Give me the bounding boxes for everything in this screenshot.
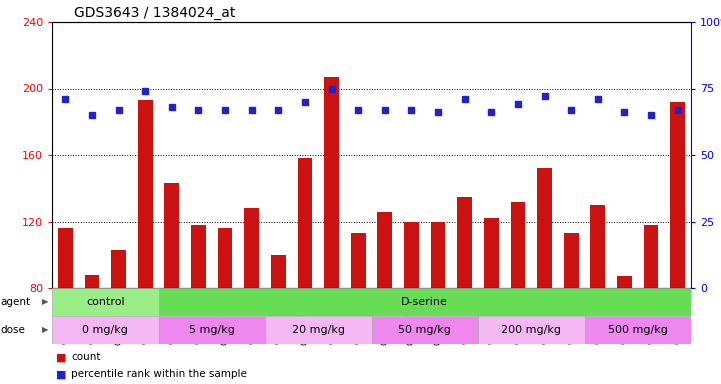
- Bar: [138, 100, 153, 384]
- Text: dose: dose: [1, 325, 26, 335]
- Text: 0 mg/kg: 0 mg/kg: [82, 325, 128, 335]
- Bar: [617, 276, 632, 384]
- Text: 50 mg/kg: 50 mg/kg: [398, 325, 451, 335]
- Bar: [404, 222, 419, 384]
- Bar: [244, 208, 259, 384]
- Bar: [159, 316, 265, 344]
- Bar: [164, 183, 179, 384]
- Bar: [564, 233, 578, 384]
- Bar: [430, 222, 446, 384]
- Bar: [58, 228, 73, 384]
- Text: ■: ■: [56, 369, 66, 379]
- Text: 5 mg/kg: 5 mg/kg: [189, 325, 235, 335]
- Bar: [52, 288, 159, 316]
- Bar: [324, 77, 339, 384]
- Bar: [159, 288, 691, 316]
- Bar: [265, 316, 371, 344]
- Bar: [478, 316, 585, 344]
- Text: ▶: ▶: [42, 326, 48, 334]
- Bar: [111, 250, 126, 384]
- Bar: [644, 225, 658, 384]
- Bar: [218, 228, 232, 384]
- Text: agent: agent: [1, 297, 31, 307]
- Text: ■: ■: [56, 352, 66, 362]
- Text: 500 mg/kg: 500 mg/kg: [608, 325, 668, 335]
- Bar: [52, 316, 159, 344]
- Text: count: count: [71, 352, 101, 362]
- Text: 200 mg/kg: 200 mg/kg: [501, 325, 561, 335]
- Text: control: control: [86, 297, 125, 307]
- Bar: [510, 202, 526, 384]
- Text: GDS3643 / 1384024_at: GDS3643 / 1384024_at: [74, 6, 235, 20]
- Bar: [298, 158, 312, 384]
- Text: percentile rank within the sample: percentile rank within the sample: [71, 369, 247, 379]
- Bar: [585, 316, 691, 344]
- Bar: [351, 233, 366, 384]
- Text: ▶: ▶: [42, 298, 48, 306]
- Bar: [671, 102, 685, 384]
- Bar: [484, 218, 499, 384]
- Bar: [271, 255, 286, 384]
- Bar: [590, 205, 605, 384]
- Bar: [457, 197, 472, 384]
- Bar: [191, 225, 205, 384]
- Bar: [84, 275, 99, 384]
- Bar: [371, 316, 478, 344]
- Text: D-serine: D-serine: [402, 297, 448, 307]
- Text: 20 mg/kg: 20 mg/kg: [292, 325, 345, 335]
- Bar: [378, 212, 392, 384]
- Bar: [537, 168, 552, 384]
